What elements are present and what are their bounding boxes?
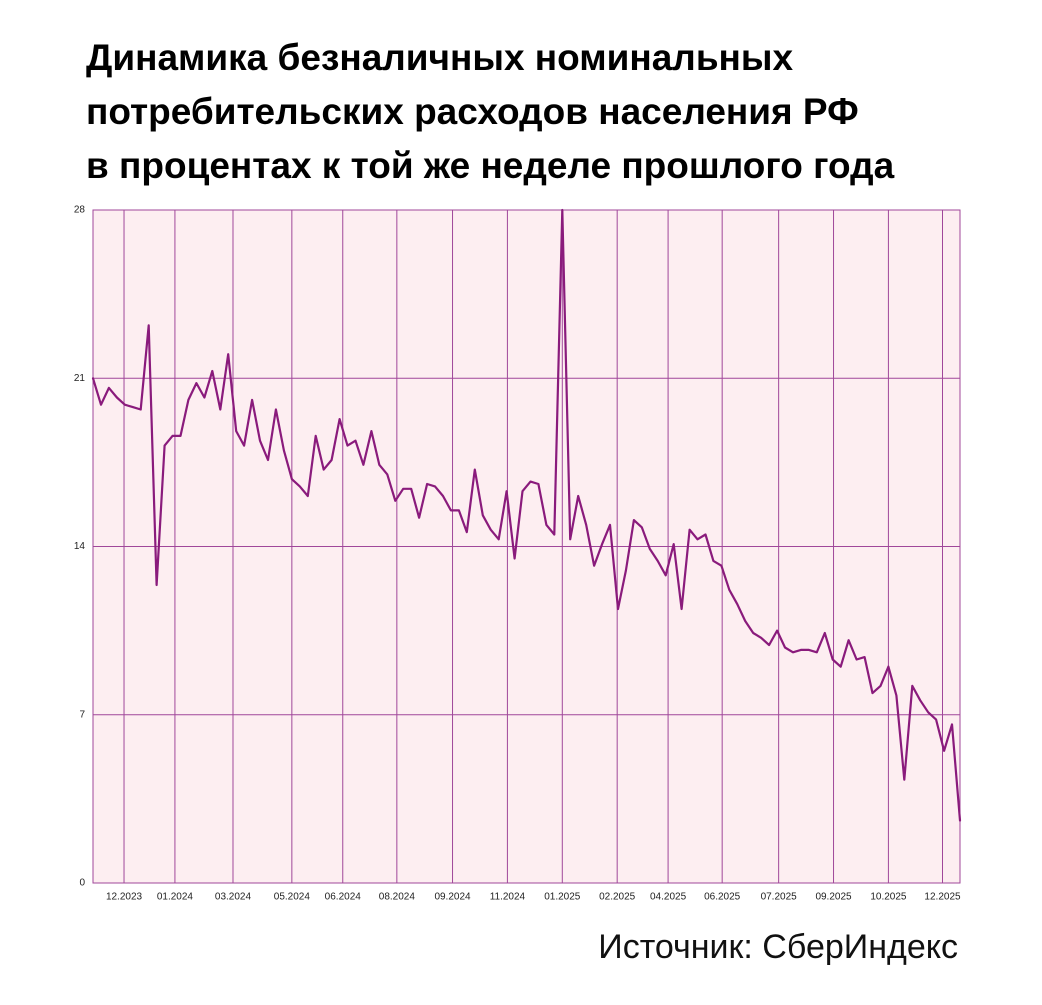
x-tick-label: 06.2025	[704, 892, 741, 903]
x-tick-label: 11.2024	[490, 892, 526, 903]
y-tick-label: 0	[79, 878, 85, 889]
y-tick-label: 14	[74, 541, 86, 552]
x-tick-label: 05.2024	[274, 892, 311, 903]
x-tick-label: 12.2025	[924, 892, 961, 903]
data-line	[91, 208, 962, 822]
chart-title: в процентах к той же неделе прошлого год…	[86, 145, 895, 186]
x-tick-label: 01.2024	[157, 892, 194, 903]
source: Источник: СберИндекс	[598, 928, 958, 966]
y-tick-label: 21	[74, 373, 86, 384]
chart-title: Динамика безналичных номинальных	[86, 37, 794, 78]
x-tick-label: 03.2024	[215, 892, 252, 903]
y-tick-label: 7	[79, 709, 85, 720]
chart-title: потребительских расходов населения РФ	[86, 91, 859, 132]
x-tick-label: 07.2025	[761, 892, 798, 903]
x-tick-label: 09.2025	[815, 892, 852, 903]
x-tick-label: 04.2025	[650, 892, 687, 903]
x-tick-label: 06.2024	[325, 892, 362, 903]
x-tick-label: 10.2025	[870, 892, 907, 903]
x-tick-label: 02.2025	[599, 892, 636, 903]
x-tick-label: 08.2024	[379, 892, 416, 903]
x-tick-label: 12.2023	[106, 892, 143, 903]
x-tick-label: 01.2025	[544, 892, 581, 903]
x-tick-label: 09.2024	[434, 892, 471, 903]
y-tick-label: 28	[74, 205, 86, 216]
